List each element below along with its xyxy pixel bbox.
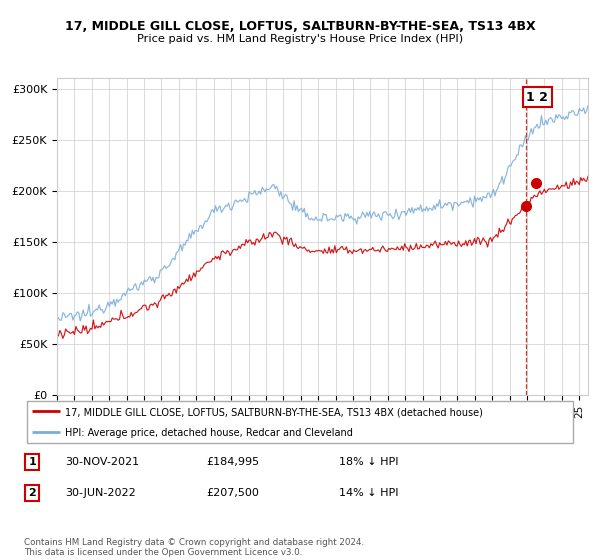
Text: 1: 1	[28, 457, 36, 467]
FancyBboxPatch shape	[27, 401, 573, 444]
Text: 30-JUN-2022: 30-JUN-2022	[65, 488, 136, 498]
Text: £207,500: £207,500	[206, 488, 259, 498]
Text: 14% ↓ HPI: 14% ↓ HPI	[338, 488, 398, 498]
Text: Contains HM Land Registry data © Crown copyright and database right 2024.
This d: Contains HM Land Registry data © Crown c…	[24, 538, 364, 557]
Text: 17, MIDDLE GILL CLOSE, LOFTUS, SALTBURN-BY-THE-SEA, TS13 4BX: 17, MIDDLE GILL CLOSE, LOFTUS, SALTBURN-…	[65, 20, 535, 32]
Text: 17, MIDDLE GILL CLOSE, LOFTUS, SALTBURN-BY-THE-SEA, TS13 4BX (detached house): 17, MIDDLE GILL CLOSE, LOFTUS, SALTBURN-…	[65, 407, 483, 417]
Text: 2: 2	[28, 488, 36, 498]
Text: 1 2: 1 2	[526, 91, 548, 104]
Text: Price paid vs. HM Land Registry's House Price Index (HPI): Price paid vs. HM Land Registry's House …	[137, 34, 463, 44]
Text: £184,995: £184,995	[206, 457, 259, 467]
Text: 18% ↓ HPI: 18% ↓ HPI	[338, 457, 398, 467]
Text: HPI: Average price, detached house, Redcar and Cleveland: HPI: Average price, detached house, Redc…	[65, 428, 353, 438]
Text: 30-NOV-2021: 30-NOV-2021	[65, 457, 140, 467]
